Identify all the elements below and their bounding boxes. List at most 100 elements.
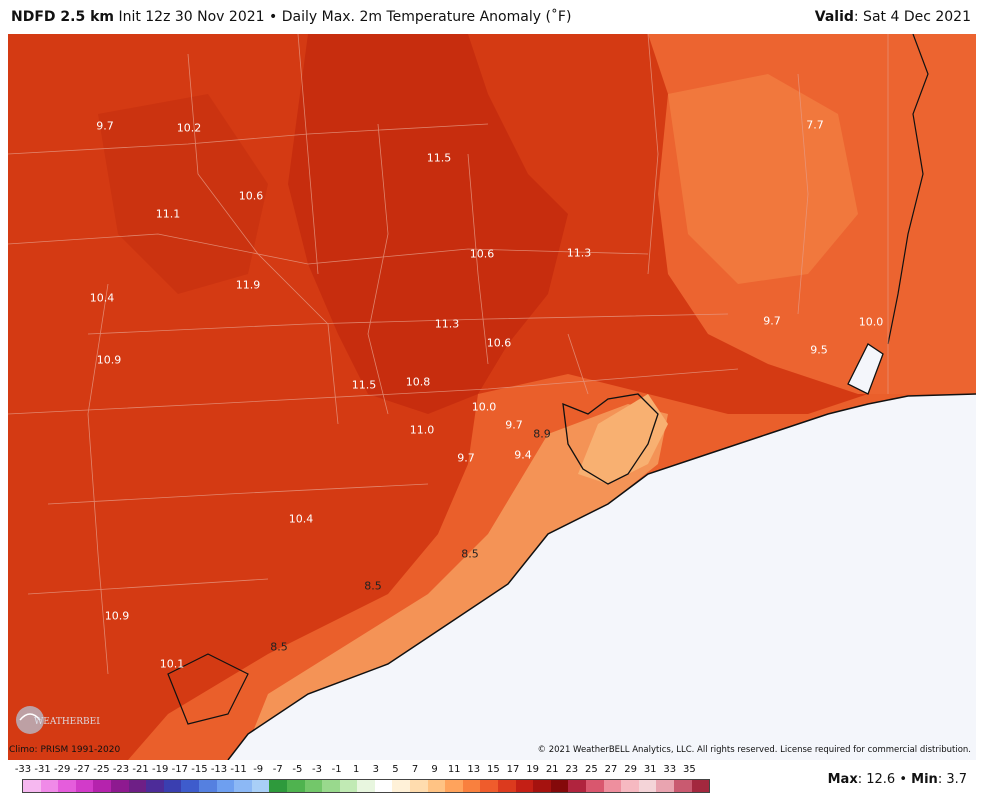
scale-tick-label: -1 bbox=[331, 764, 342, 775]
value-label: 11.9 bbox=[235, 278, 261, 292]
scale-swatch bbox=[462, 780, 481, 792]
scale-tick-label: 5 bbox=[392, 764, 399, 775]
scale-tick-label: -5 bbox=[292, 764, 303, 775]
scale-tick-label: -27 bbox=[73, 764, 90, 775]
value-label: 10.4 bbox=[89, 291, 115, 305]
coastal-light-band bbox=[248, 404, 668, 744]
value-label: 11.5 bbox=[351, 378, 377, 392]
scale-tick-label: -29 bbox=[54, 764, 71, 775]
value-label: 10.4 bbox=[288, 512, 314, 526]
matagorda-bay-outline bbox=[167, 653, 249, 725]
scale-swatch bbox=[251, 780, 270, 792]
scale-swatch bbox=[110, 780, 129, 792]
scale-tick-label: 29 bbox=[624, 764, 637, 775]
scale-swatch bbox=[322, 780, 340, 792]
scale-swatch bbox=[286, 780, 305, 792]
scale-tick-label: -25 bbox=[93, 764, 110, 775]
title-bar: NDFD 2.5 km Init 12z 30 Nov 2021 • Daily… bbox=[0, 0, 984, 34]
max-value: : 12.6 bbox=[857, 772, 896, 787]
scale-tick-label: 11 bbox=[447, 764, 461, 775]
scale-tick-label: 27 bbox=[604, 764, 618, 775]
scale-tick-label: -7 bbox=[272, 764, 283, 775]
scale-swatch bbox=[75, 780, 94, 792]
max-min-readout: Max: 12.6 • Min: 3.7 bbox=[828, 772, 967, 787]
valid-time: Valid: Sat 4 Dec 2021 bbox=[815, 9, 971, 25]
value-label: 8.5 bbox=[461, 547, 479, 561]
min-value: : 3.7 bbox=[937, 772, 967, 787]
scale-tick-label: -15 bbox=[191, 764, 208, 775]
scale-tick-label: 21 bbox=[545, 764, 559, 775]
value-label: 7.7 bbox=[806, 118, 824, 132]
value-label: 10.6 bbox=[238, 189, 264, 203]
scale-swatch bbox=[234, 780, 252, 792]
scale-swatch bbox=[586, 780, 604, 792]
scale-swatch bbox=[638, 780, 657, 792]
max-label: Max bbox=[827, 772, 858, 787]
scale-bar bbox=[22, 779, 710, 793]
scale-tick-label: -13 bbox=[210, 764, 228, 775]
scale-swatch bbox=[533, 780, 551, 792]
value-label: 9.4 bbox=[514, 448, 532, 462]
scale-swatch bbox=[621, 780, 639, 792]
scale-swatch bbox=[392, 780, 411, 792]
scale-tick-label: 25 bbox=[585, 764, 598, 775]
scale-swatch bbox=[128, 780, 147, 792]
scale-swatch bbox=[93, 780, 111, 792]
scale-tick-label: -23 bbox=[112, 764, 130, 775]
scale-tick-label: 17 bbox=[506, 764, 520, 775]
scale-swatch bbox=[269, 780, 287, 792]
scale-tick-label: -17 bbox=[171, 764, 188, 775]
scale-swatch bbox=[216, 780, 235, 792]
coastline bbox=[227, 393, 976, 760]
init-time: Init 12z 30 Nov 2021 bbox=[118, 9, 265, 25]
map-title: NDFD 2.5 km Init 12z 30 Nov 2021 • Daily… bbox=[11, 9, 571, 25]
model-name: NDFD 2.5 km bbox=[11, 9, 114, 25]
scale-swatch bbox=[568, 780, 586, 792]
value-label: 8.5 bbox=[364, 579, 382, 593]
scale-swatch bbox=[23, 780, 41, 792]
scale-tick-label: 9 bbox=[431, 764, 438, 775]
scale-tick-label: -19 bbox=[152, 764, 169, 775]
value-label: 10.0 bbox=[858, 315, 884, 329]
logo-text: WEATHERBELL bbox=[34, 717, 100, 727]
scale-tick-label: 1 bbox=[353, 764, 360, 775]
gulf-water bbox=[228, 394, 976, 760]
map-canvas bbox=[8, 34, 976, 760]
scale-swatch bbox=[515, 780, 534, 792]
scale-tick-label: -9 bbox=[253, 764, 264, 775]
scale-tick-label: 35 bbox=[683, 764, 696, 775]
value-label: 10.1 bbox=[159, 657, 185, 671]
scale-tick-label: -21 bbox=[132, 764, 149, 775]
value-label: 11.0 bbox=[409, 423, 435, 437]
scale-tick-label: 31 bbox=[643, 764, 657, 775]
scale-swatch bbox=[691, 780, 710, 792]
galveston-bay-outline bbox=[562, 393, 659, 485]
value-label: 9.7 bbox=[763, 314, 781, 328]
scale-tick-label: -33 bbox=[14, 764, 32, 775]
value-label: 11.3 bbox=[434, 317, 460, 331]
value-label: 10.9 bbox=[96, 353, 122, 367]
scale-swatch bbox=[163, 780, 182, 792]
color-scale: -33 -31 -29 -27 -25 -23 -21 -19 -17 -15 -13 -11 -9 -7… bbox=[12, 764, 710, 804]
value-label: 10.0 bbox=[471, 400, 497, 414]
scale-swatch bbox=[603, 780, 622, 792]
value-label: 9.7 bbox=[457, 451, 475, 465]
value-label: 10.6 bbox=[469, 247, 495, 261]
scale-tick-label: -11 bbox=[230, 764, 247, 775]
scale-tick-label: 33 bbox=[663, 764, 677, 775]
scale-swatch bbox=[40, 780, 59, 792]
value-label: 11.1 bbox=[155, 207, 181, 221]
scale-tick-label: 15 bbox=[487, 764, 500, 775]
value-label: 10.6 bbox=[486, 336, 512, 350]
value-label: 10.9 bbox=[104, 609, 130, 623]
value-label: 11.3 bbox=[566, 246, 592, 260]
value-label: 8.5 bbox=[270, 640, 288, 654]
county-borders bbox=[8, 34, 889, 675]
value-label: 11.5 bbox=[426, 151, 452, 165]
scale-swatch bbox=[673, 780, 692, 792]
scale-swatch bbox=[357, 780, 375, 792]
state-border bbox=[887, 34, 929, 345]
value-label: 8.9 bbox=[533, 427, 551, 441]
scale-swatch bbox=[304, 780, 323, 792]
bay-light-region bbox=[578, 394, 668, 484]
